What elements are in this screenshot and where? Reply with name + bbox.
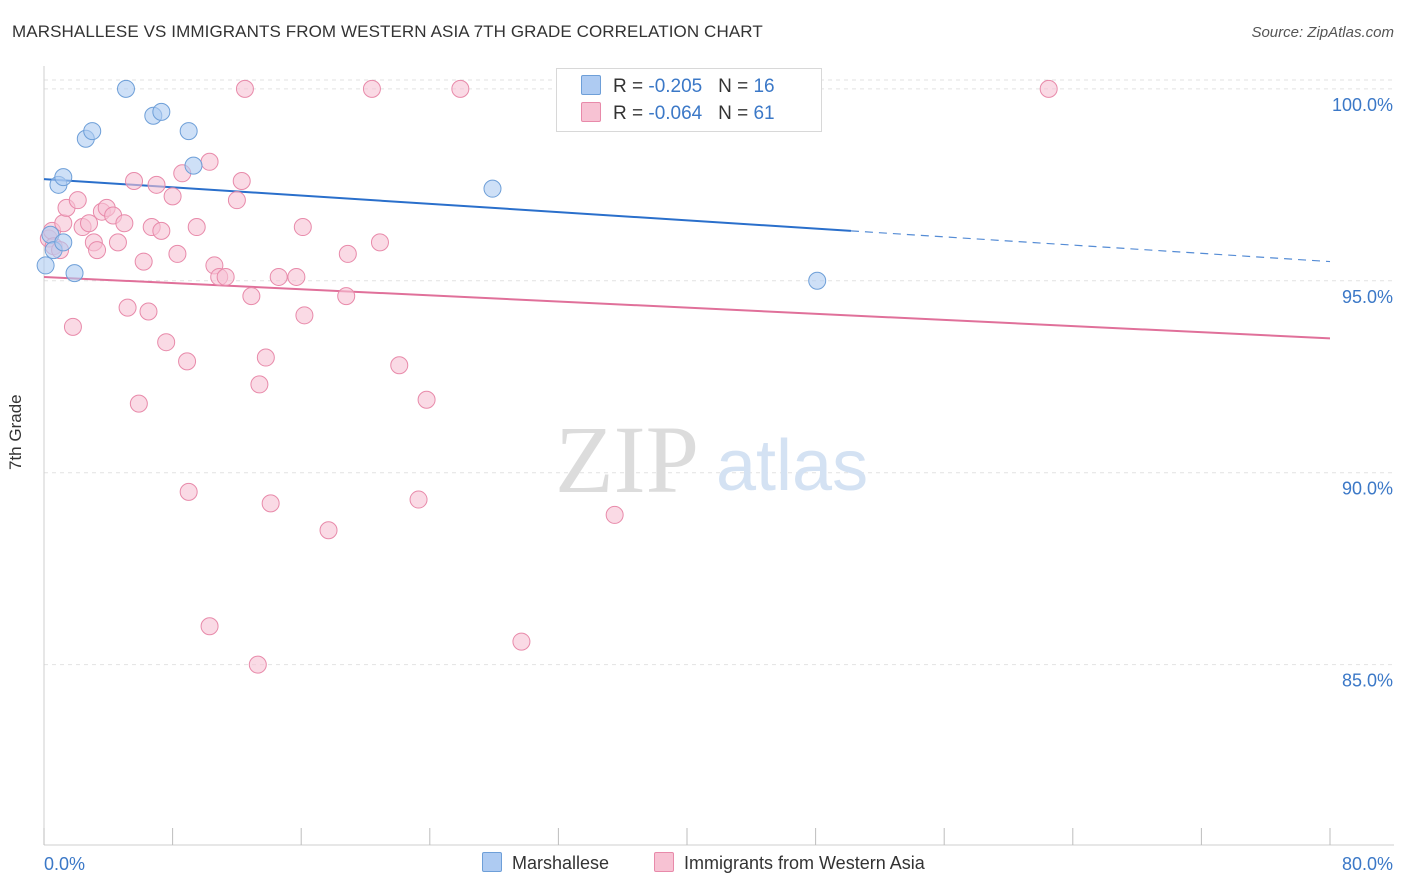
western-asia-point bbox=[68, 191, 87, 210]
western-asia-point bbox=[242, 287, 261, 306]
legend-row-marshallese: R = -0.205 N = 16 bbox=[581, 75, 775, 98]
western-asia-point bbox=[409, 490, 428, 509]
western-asia-point bbox=[118, 298, 137, 317]
y-tick-label: 85.0% bbox=[1342, 671, 1393, 691]
marshallese-point bbox=[116, 79, 135, 98]
marshallese-point bbox=[54, 233, 73, 252]
western-asia-point bbox=[250, 375, 269, 394]
bottom-legend-label: Marshallese bbox=[512, 853, 610, 873]
western-asia-point bbox=[337, 287, 356, 306]
y-tick-label: 95.0% bbox=[1342, 287, 1393, 307]
western-asia-point bbox=[295, 306, 314, 325]
bottom-legend-marshallese: Marshallese bbox=[482, 852, 609, 874]
marshallese-point bbox=[184, 156, 203, 175]
western-asia-point bbox=[88, 241, 107, 260]
x-tick-label: 80.0% bbox=[1342, 854, 1393, 874]
western-asia-point bbox=[147, 175, 166, 194]
western-asia-point bbox=[200, 617, 219, 636]
western-asia-point bbox=[417, 390, 436, 409]
grid-lines bbox=[44, 79, 1394, 666]
legend-swatch-pink bbox=[581, 102, 601, 122]
trend-lines bbox=[43, 178, 1331, 340]
bottom-legend-swatch-blue bbox=[482, 852, 502, 872]
western-asia-point bbox=[163, 187, 182, 206]
legend-r-label: R = bbox=[613, 103, 649, 124]
bottom-legend-label: Immigrants from Western Asia bbox=[684, 853, 925, 873]
bottom-legend-swatch-pink bbox=[654, 852, 674, 872]
legend-r-label: R = bbox=[613, 76, 649, 97]
marshallese-point bbox=[808, 271, 827, 290]
western-asia-point bbox=[293, 218, 312, 237]
y-tick-label: 100.0% bbox=[1332, 95, 1393, 115]
western-asia-point bbox=[248, 655, 267, 674]
watermark-zip: ZIP bbox=[555, 406, 699, 513]
western-asia-point bbox=[139, 302, 158, 321]
western-asia-point bbox=[108, 233, 127, 252]
marshallese-point bbox=[483, 179, 502, 198]
x-tick-label: 0.0% bbox=[44, 854, 85, 874]
western-asia-point bbox=[216, 267, 235, 286]
legend-n-label: N = bbox=[718, 103, 754, 124]
marshallese-point bbox=[36, 256, 55, 275]
legend-r-value: -0.064 bbox=[648, 103, 703, 124]
western-asia-point bbox=[451, 79, 470, 98]
western-asia-point bbox=[390, 356, 409, 375]
western-asia-point bbox=[232, 171, 251, 190]
western-asia-point bbox=[157, 333, 176, 352]
western-asia-point bbox=[235, 79, 254, 98]
axes bbox=[43, 66, 1394, 846]
western-asia-point bbox=[362, 79, 381, 98]
legend-swatch-blue bbox=[581, 75, 601, 95]
western-asia-point bbox=[319, 521, 338, 540]
legend-r-value: -0.205 bbox=[648, 76, 703, 97]
watermark: ZIP atlas bbox=[555, 406, 868, 513]
marshallese-trend-extension bbox=[850, 230, 1331, 263]
western-asia-point bbox=[63, 317, 82, 336]
legend: R = -0.205 N = 16 R = -0.064 N = 61 bbox=[556, 68, 822, 132]
y-tick-label: 90.0% bbox=[1342, 479, 1393, 499]
western-asia-point bbox=[178, 352, 197, 371]
western-asia-point bbox=[168, 244, 187, 263]
marshallese-point bbox=[65, 264, 84, 283]
data-points bbox=[36, 79, 1058, 674]
legend-n-value: 16 bbox=[753, 76, 775, 97]
tick-labels: 85.0% 90.0% 95.0% 100.0% 0.0% 80.0% bbox=[44, 95, 1393, 874]
marshallese-point bbox=[54, 168, 73, 187]
western-asia-point bbox=[256, 348, 275, 367]
legend-n-value: 61 bbox=[753, 103, 775, 124]
western-asia-point bbox=[269, 267, 288, 286]
legend-row-western-asia: R = -0.064 N = 61 bbox=[581, 102, 775, 125]
western-asia-point bbox=[512, 632, 531, 651]
western-asia-point bbox=[152, 221, 171, 240]
western-asia-point bbox=[129, 394, 148, 413]
western-asia-point bbox=[80, 214, 99, 233]
western-asia-point bbox=[227, 191, 246, 210]
western-asia-point bbox=[287, 267, 306, 286]
legend-n-label: N = bbox=[718, 76, 754, 97]
marshallese-point bbox=[83, 122, 102, 141]
watermark-atlas: atlas bbox=[716, 426, 868, 506]
western-asia-point bbox=[370, 233, 389, 252]
chart-title: MARSHALLESE VS IMMIGRANTS FROM WESTERN A… bbox=[12, 22, 763, 41]
western-asia-point bbox=[605, 505, 624, 524]
western-asia-trend-line bbox=[43, 275, 1331, 340]
western-asia-point bbox=[261, 494, 280, 513]
western-asia-point bbox=[134, 252, 153, 271]
western-asia-point bbox=[1039, 79, 1058, 98]
western-asia-point bbox=[125, 171, 144, 190]
western-asia-point bbox=[115, 214, 134, 233]
bottom-legend-western-asia: Immigrants from Western Asia bbox=[654, 852, 925, 874]
western-asia-point bbox=[338, 244, 357, 263]
western-asia-point bbox=[179, 482, 198, 501]
marshallese-point bbox=[179, 122, 198, 141]
western-asia-point bbox=[200, 152, 219, 171]
marshallese-point bbox=[152, 102, 171, 121]
western-asia-point bbox=[187, 218, 206, 237]
marshallese-trend-line bbox=[43, 178, 852, 232]
source-label: Source: ZipAtlas.com bbox=[1251, 24, 1394, 41]
